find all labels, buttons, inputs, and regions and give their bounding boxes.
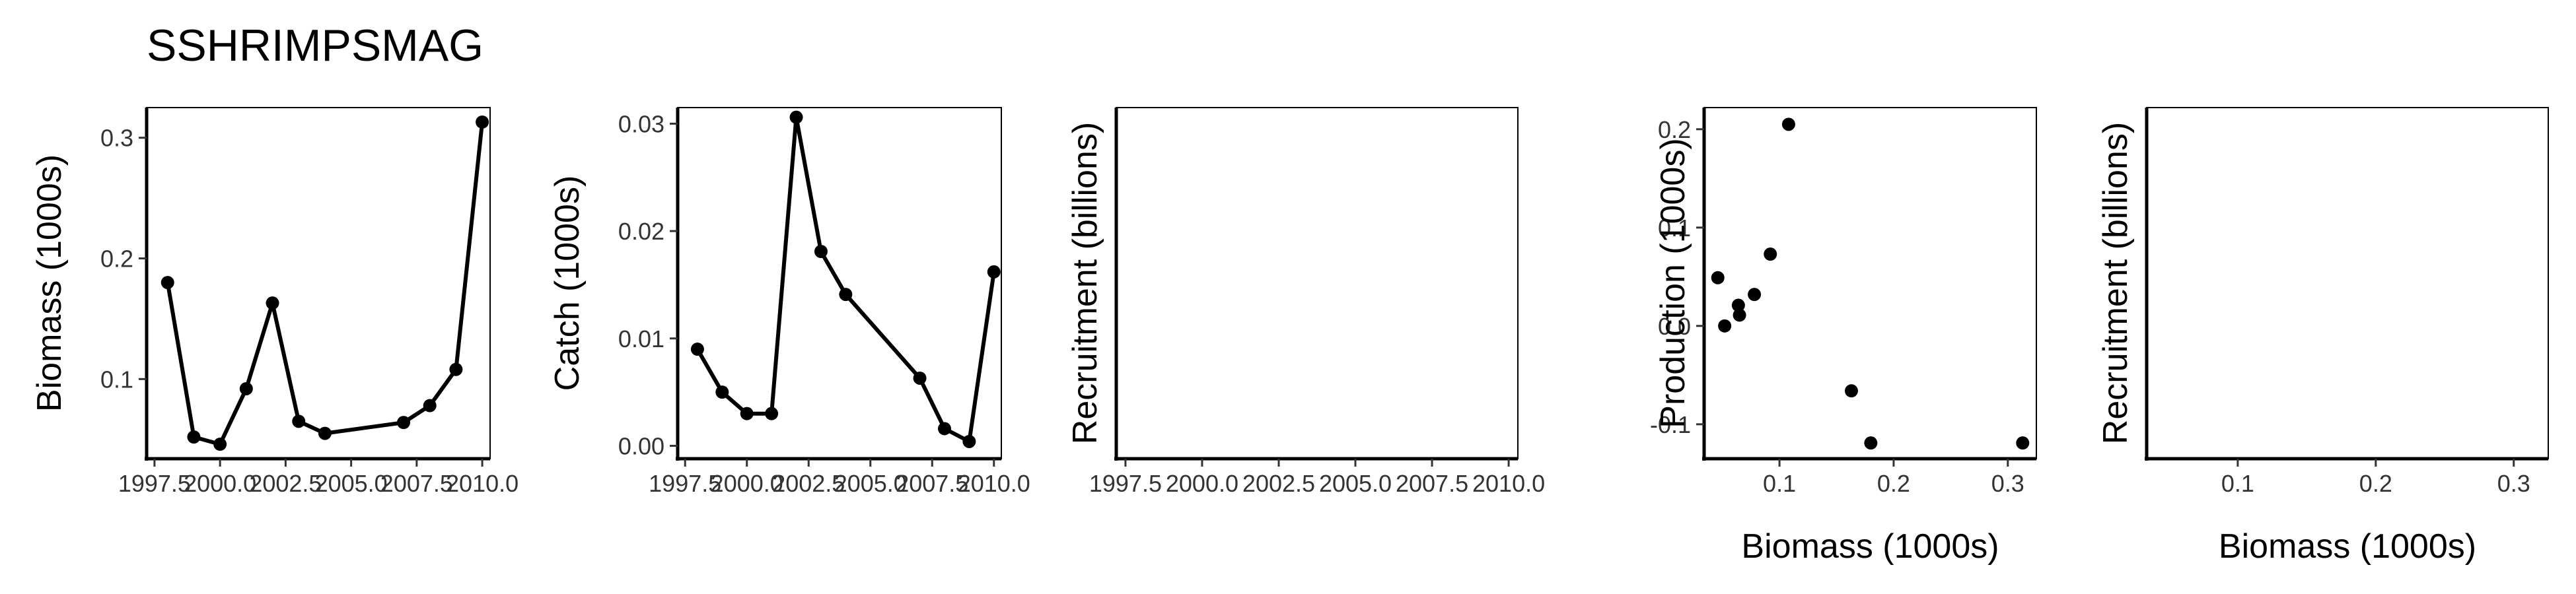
y-tick-label: 0.00 (618, 432, 664, 459)
x-tick-label: 2000.0 (711, 470, 783, 497)
x-tick-label: 0.1 (2221, 470, 2254, 497)
data-point (266, 296, 279, 310)
x-tick-label: 2002.5 (772, 470, 845, 497)
data-point (239, 381, 253, 395)
x-tick-label: 2010.0 (446, 470, 519, 497)
y-tick-label: -0.1 (1650, 411, 1691, 438)
x-tick-label: 2010.0 (958, 470, 1030, 497)
data-point (789, 110, 803, 124)
data-point (1844, 384, 1858, 398)
x-tick-label: 2010.0 (1472, 470, 1545, 497)
data-point (1748, 288, 1762, 302)
data-point (839, 288, 853, 302)
data-point (161, 276, 174, 290)
data-point (2016, 436, 2030, 450)
y-tick-label: 0.1 (100, 366, 133, 393)
data-point (1711, 271, 1725, 284)
data-point (213, 438, 227, 451)
data-point (187, 430, 201, 444)
data-point (397, 416, 411, 430)
panel-border (1116, 107, 1519, 459)
data-point (937, 422, 951, 436)
panel-recruitment-timeseries: 1997.5 2000.0 2002.5 2005.0 2007.5 2010.0 Recr… (1066, 107, 1545, 497)
x-tick-label: 2005.0 (1319, 470, 1392, 497)
y-axis-title: Production (1000s) (1654, 138, 1692, 428)
x-tick-label: 0.3 (1991, 470, 2024, 497)
data-point (740, 407, 754, 420)
data-point (962, 434, 976, 448)
data-point (423, 399, 437, 412)
x-tick-label: 2007.5 (1396, 470, 1468, 497)
y-tick-label: 0.2 (1658, 116, 1691, 143)
data-point (476, 115, 489, 129)
x-tick-label: 1997.5 (118, 470, 191, 497)
y-tick-label: 0.03 (618, 110, 664, 137)
y-axis-title: Catch (1000s) (548, 176, 587, 391)
x-tick-label: 2002.5 (249, 470, 322, 497)
panel-recruitment-vs-biomass: 0.1 0.2 0.3 Recruitment (billions) Biomass (… (2096, 107, 2549, 566)
x-tick-label: 2007.5 (380, 470, 453, 497)
y-tick-label: 0.01 (618, 325, 664, 352)
x-tick-label: 0.3 (2497, 470, 2530, 497)
y-axis-title: Recruitment (billions) (2096, 122, 2135, 444)
y-axis-title: Biomass (1000s) (30, 154, 69, 412)
data-point (1731, 298, 1745, 312)
x-tick-label: 2005.0 (834, 470, 907, 497)
x-tick-label: 0.2 (1877, 470, 1910, 497)
x-tick-label: 1997.5 (1089, 470, 1162, 497)
series-line (696, 115, 996, 444)
y-tick-label: 0.1 (1658, 214, 1691, 242)
y-tick-label: 0.02 (618, 218, 664, 245)
data-point (987, 265, 1001, 279)
x-tick-label: 2002.5 (1242, 470, 1315, 497)
x-tick-label: 0.2 (2359, 470, 2392, 497)
data-point (1733, 308, 1746, 322)
panel-border (146, 107, 491, 459)
series-line (165, 121, 485, 447)
data-point (318, 426, 332, 440)
y-tick-label: 0.0 (1658, 313, 1691, 340)
x-axis-title: Biomass (1000s) (1741, 527, 1999, 566)
y-tick-label: 0.2 (100, 246, 133, 273)
x-axis-title: Biomass (1000s) (2219, 527, 2476, 566)
data-point (715, 385, 729, 399)
x-tick-label: 2000.0 (1166, 470, 1238, 497)
data-point (765, 407, 779, 420)
x-tick-label: 2005.0 (315, 470, 388, 497)
data-point (1864, 436, 1878, 450)
data-point (913, 371, 927, 385)
data-point (690, 343, 704, 356)
panel-border (1703, 107, 2037, 459)
data-point (1718, 319, 1732, 333)
panel-border (2146, 107, 2549, 459)
x-tick-label: 2007.5 (896, 470, 968, 497)
chart-title: SSHRIMPSMAG (147, 20, 484, 71)
data-point (292, 414, 306, 428)
y-axis-title: Recruitment (billions) (1066, 122, 1104, 444)
data-point (1764, 248, 1777, 261)
x-tick-label: 0.1 (1763, 470, 1796, 497)
data-point (814, 245, 828, 259)
data-point (1781, 117, 1795, 131)
data-point (449, 362, 463, 376)
y-tick-label: 0.3 (100, 125, 133, 152)
x-tick-label: 2000.0 (184, 470, 256, 497)
x-tick-label: 1997.5 (649, 470, 721, 497)
